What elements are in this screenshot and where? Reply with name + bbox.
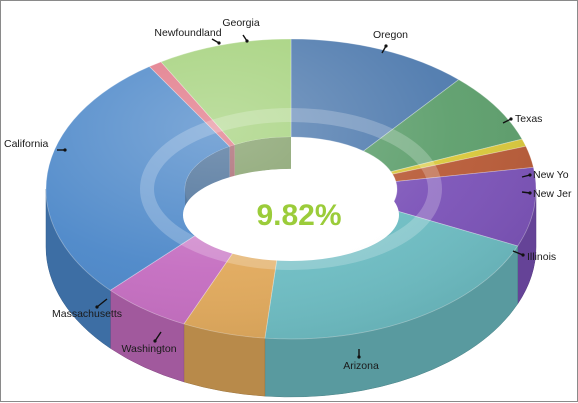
leader-dot-illinois (521, 253, 525, 257)
leader-washington (154, 331, 162, 342)
label-new-york: New Yo (533, 169, 569, 181)
leader-massachusetts (96, 298, 108, 308)
leader-dot-massachusetts (95, 305, 99, 309)
label-oregon: Oregon (373, 29, 408, 41)
leader-illinois (512, 250, 524, 256)
leader-dot-california (63, 148, 67, 152)
leader-dot-newfoundland (217, 41, 221, 45)
label-washington: Washington (121, 343, 176, 355)
center-value-label: 9.82% (256, 199, 341, 232)
leader-dot-new-jersey (528, 191, 532, 195)
label-massachusetts: Massachusetts (52, 308, 122, 320)
leader-dot-arizona (357, 355, 361, 359)
label-new-jersey: New Jer (533, 188, 572, 200)
label-georgia: Georgia (222, 17, 260, 29)
leader-dot-georgia (245, 39, 249, 43)
leader-dot-texas (509, 117, 513, 121)
label-newfoundland: Newfoundland (154, 27, 221, 39)
leader-dot-new-york (528, 173, 532, 177)
gloss-overlay (46, 39, 536, 339)
leader-dot-oregon (384, 44, 388, 48)
label-arizona: Arizona (343, 360, 379, 372)
label-texas: Texas (515, 113, 542, 125)
label-illinois: Illinois (527, 251, 556, 263)
slice-labels: Oregon Texas New Yo New Jer Illinois Arizona W… (4, 17, 572, 372)
label-california: California (4, 138, 49, 150)
leader-dot-washington (153, 339, 157, 343)
